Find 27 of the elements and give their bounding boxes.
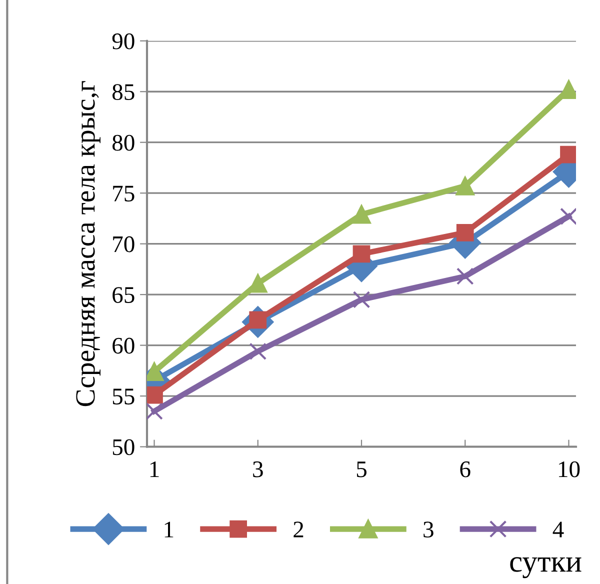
y-tick-label: 65 <box>112 287 134 303</box>
y-tick-label: 55 <box>112 388 134 404</box>
point <box>456 268 474 285</box>
x-tick-label: 1 <box>150 461 159 478</box>
legend-label: 2 <box>294 522 304 538</box>
x-tick-label: 6 <box>460 461 470 478</box>
y-tick-label: 75 <box>113 186 134 202</box>
y-tick-label: 50 <box>112 439 134 456</box>
y-tick-label: 80 <box>112 134 134 151</box>
legend-label: 3 <box>424 522 434 538</box>
point <box>352 245 370 263</box>
point <box>352 290 370 308</box>
legend-label: 1 <box>164 522 174 538</box>
x-axis-title: сутки <box>510 557 582 578</box>
y-tick-label: 60 <box>112 338 134 354</box>
y-tick-label: 90 <box>112 33 134 50</box>
x-tick-label: 5 <box>356 462 366 478</box>
y-tick-label: 70 <box>113 236 134 252</box>
point <box>249 342 267 360</box>
legend-label: 4 <box>552 522 564 538</box>
point <box>352 205 371 224</box>
x-tick-label: 10 <box>559 461 580 478</box>
y-tick-label: 85 <box>112 84 134 100</box>
x-tick-label: 3 <box>253 461 263 478</box>
point <box>456 224 474 242</box>
y-axis-title: Ссредняя масса тела крыс,г <box>76 81 100 406</box>
point <box>456 176 474 196</box>
